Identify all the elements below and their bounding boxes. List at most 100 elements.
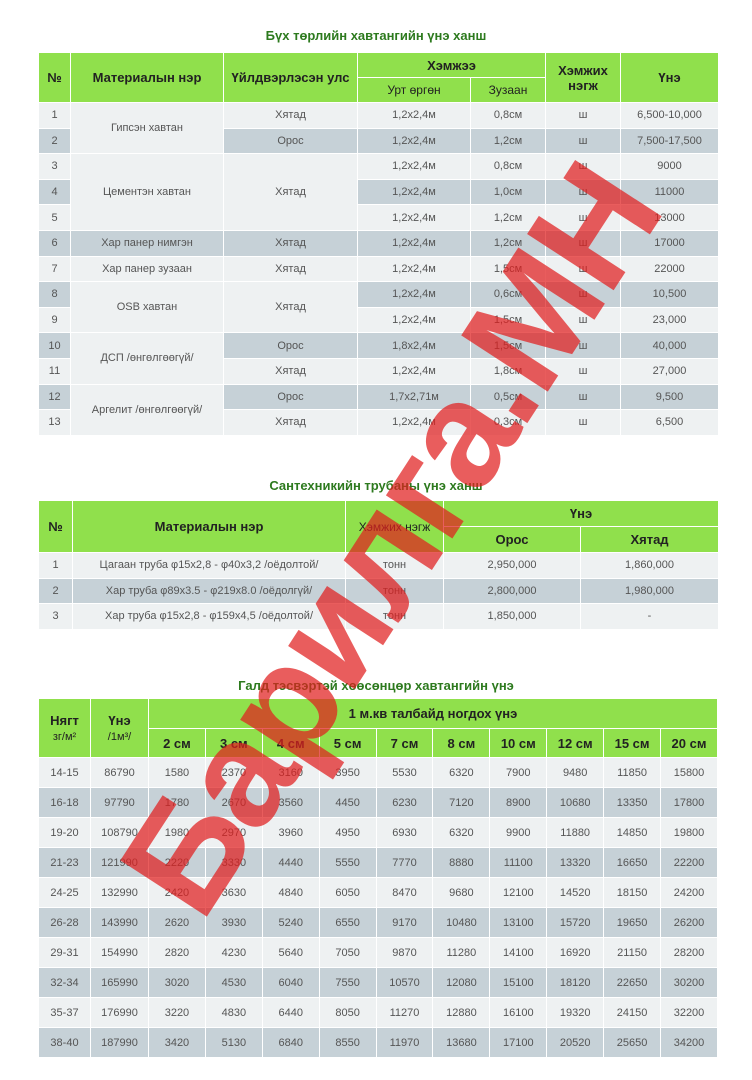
table-title: Сантехникийн трубаны үнэ ханш (269, 478, 483, 493)
table-cell: Хятад (223, 281, 358, 334)
table-cell: 0,6см (470, 281, 546, 308)
table-cell: Цагаан труба φ15х2,8 - φ40х3,2 /оёдолтой… (72, 552, 346, 579)
header-cell: Үнэ (442, 500, 720, 527)
table-cell: 6930 (375, 817, 434, 848)
table-cell: 26-28 (38, 907, 91, 938)
table-cell: 1,860,000 (579, 552, 720, 579)
table-cell: 3 (38, 153, 71, 180)
table-cell: 6840 (261, 1027, 320, 1058)
header-cell: 12 см (546, 728, 605, 758)
header-text: зг/м² (52, 731, 77, 743)
table-cell: 4950 (318, 817, 377, 848)
table-cell: 10480 (432, 907, 491, 938)
table-cell: 8880 (432, 847, 491, 878)
table-cell: Хятад (223, 255, 358, 283)
table-cell: 21150 (603, 937, 662, 968)
header-cell: Материалын нэр (70, 52, 224, 103)
table-cell: 22650 (603, 967, 662, 998)
header-cell: Материалын нэр (72, 500, 346, 553)
table-cell: 13350 (603, 787, 662, 818)
header-text: Нягт (50, 713, 79, 728)
table-cell: 2370 (204, 757, 263, 788)
table-cell: 0,5см (470, 383, 546, 411)
foam-price-table: Нягт зг/м² Үнэ/1м³/ 1 м.кв талбайд ногдох… (38, 698, 718, 1058)
table-cell: 30200 (660, 967, 718, 998)
table-cell: 1,5см (470, 332, 546, 359)
table-cell: 1,2х2,4м (357, 306, 471, 334)
table-cell: 22200 (660, 847, 718, 878)
table-cell: 187990 (90, 1027, 149, 1058)
table-cell: 35-37 (38, 997, 91, 1028)
table-cell: 11 (38, 357, 71, 385)
table-cell: Хар труба φ15х2,8 - φ159х4,5 /оёдолтой/ (72, 603, 346, 630)
header-cell: 3 см (204, 728, 263, 758)
header-cell: Хэмжээ (357, 52, 546, 78)
table-cell: 3 (38, 603, 73, 630)
table-cell: 9,500 (620, 383, 719, 411)
table-cell: 6040 (261, 967, 320, 998)
table-row: 13 Хятад 1,2х2,4м 0,3см ш 6,500 (38, 409, 719, 436)
table-cell: 3950 (318, 757, 377, 788)
table-cell: 86790 (90, 757, 149, 788)
table-cell: 3930 (204, 907, 263, 938)
table-cell: 19800 (660, 817, 718, 848)
table-cell: 10680 (546, 787, 605, 818)
table-cell: Хятад (223, 229, 358, 257)
table-cell: 6230 (375, 787, 434, 818)
table-cell: 15800 (660, 757, 718, 788)
table-cell: 27,000 (620, 357, 719, 385)
table-cell: 1,8см (470, 357, 546, 385)
table-cell: 1,2х2,4м (357, 357, 471, 385)
table-cell: 10 (38, 332, 71, 359)
header-cell: Үйлдвэрлэсэн улс (223, 52, 358, 103)
table-cell: ш (545, 306, 621, 334)
table-cell: ш (545, 127, 621, 155)
table-cell: 1,2х2,4м (357, 204, 471, 231)
table-title: Галд тэсвэртэй хөөсөнцөр хавтангийн үнэ (238, 678, 514, 693)
table-cell: 15100 (489, 967, 548, 998)
table-cell: 40,000 (620, 332, 719, 359)
table-cell: 16920 (546, 937, 605, 968)
table-cell: 13100 (489, 907, 548, 938)
table-cell: 4840 (261, 877, 320, 908)
table-cell: 2420 (148, 877, 206, 908)
table-cell: 5130 (204, 1027, 263, 1058)
table-row: 3 Цементэн хавтан Хятад 1,2х2,4м 0,8см ш 9000 (38, 153, 719, 231)
table-cell: Хар труба φ89х3.5 - φ219х8.0 /оёдолгүй/ (72, 577, 346, 605)
table-cell: 17800 (660, 787, 718, 818)
table-cell: ДСП /өнгөлгөөгүй/ (70, 332, 224, 385)
table-cell: 1,2х2,4м (357, 255, 471, 283)
table-cell: 2 (38, 577, 73, 605)
table-row: 26-28 143990 2620 3930 5240 6550 9170 10480 1310… (38, 907, 718, 938)
table-cell: 9870 (375, 937, 434, 968)
table-row: 19-20 108790 1980 2970 3960 4950 6930 6320 9900 1… (38, 817, 718, 848)
table-cell: 12100 (489, 877, 548, 908)
table-cell: 8470 (375, 877, 434, 908)
table-cell: 7,500-17,500 (620, 127, 719, 155)
table-cell: 11100 (489, 847, 548, 878)
table-cell: 23,000 (620, 306, 719, 334)
table-cell: 13320 (546, 847, 605, 878)
table-cell: 5530 (375, 757, 434, 788)
table-row: 9 1,2х2,4м 1,5см ш 23,000 (38, 306, 719, 334)
header-cell: 4 см (261, 728, 320, 758)
table-cell: 29-31 (38, 937, 91, 968)
table-cell: 26200 (660, 907, 718, 938)
table-cell: 165990 (90, 967, 149, 998)
table-cell: 32200 (660, 997, 718, 1028)
table-cell: 6050 (318, 877, 377, 908)
table-row: 35-37 176990 3220 4830 6440 8050 11270 12880 161… (38, 997, 718, 1028)
table-cell: 13 (38, 409, 71, 436)
table-cell: тонн (345, 577, 444, 605)
table-row: 38-40 187990 3420 5130 6840 8550 11970 13680 171… (38, 1027, 718, 1058)
table-cell: 18120 (546, 967, 605, 998)
board-price-table: № Материалын нэр Үйлдвэрлэсэн улс Хэмжээ… (38, 52, 719, 436)
table-body: 14-15 86790 1580 2370 3160 3950 5530 6320 7900 94… (38, 757, 718, 1058)
table-cell: 108790 (90, 817, 149, 848)
header-cell: Хэмжих нэгж (545, 52, 621, 103)
table-cell: 6,500 (620, 409, 719, 436)
table-cell: 21-23 (38, 847, 91, 878)
table-cell: 15720 (546, 907, 605, 938)
header-cell: 2 см (148, 728, 206, 758)
table-cell: 1,2см (470, 204, 546, 231)
